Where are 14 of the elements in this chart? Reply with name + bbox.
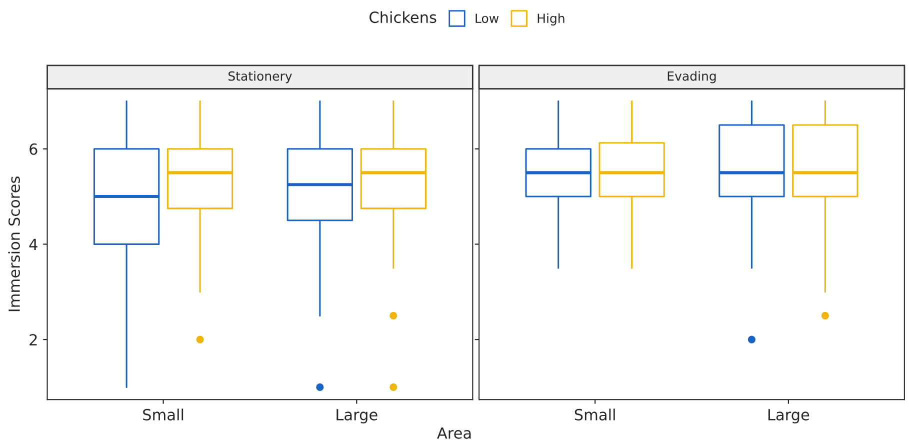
y-axis-title: Immersion Scores (8, 176, 20, 312)
x-tick-label: Small (574, 408, 615, 420)
y-tick-label: 2 (30, 334, 37, 346)
chart-title: Stationery (228, 71, 292, 84)
x-tick-label: Large (336, 409, 378, 424)
legend-label: High (538, 13, 564, 26)
x-axis-title: Area (437, 427, 471, 439)
x-tick-label: Large (768, 409, 810, 424)
chart-title: Evading (668, 71, 716, 84)
y-tick-label: 6 (30, 143, 38, 155)
y-tick-label: 4 (29, 238, 38, 250)
legend-label: Low (476, 14, 499, 24)
x-tick-label: Small (143, 408, 184, 420)
legend-title: Chickens (370, 11, 436, 24)
